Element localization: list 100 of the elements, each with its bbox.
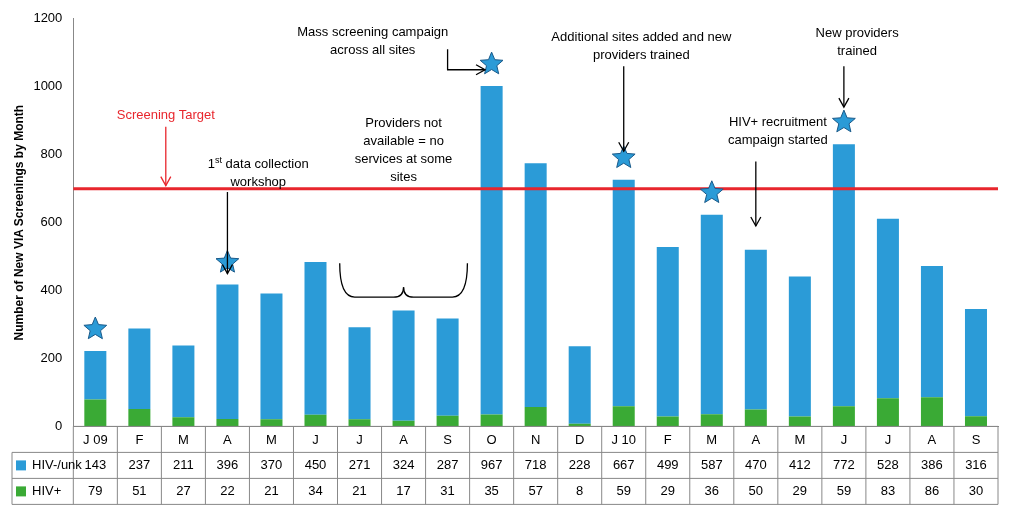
bar <box>744 409 767 427</box>
bar <box>788 416 811 427</box>
data-label: 29 <box>660 482 675 498</box>
data-label: 34 <box>308 482 323 498</box>
x-tick-label: A <box>223 431 233 447</box>
data-label: 587 <box>700 456 723 472</box>
data-label: 470 <box>744 456 767 472</box>
y-tick-label: 1000 <box>33 78 63 94</box>
bar <box>876 218 899 399</box>
data-label: 967 <box>480 456 503 472</box>
data-label: 59 <box>616 482 631 498</box>
x-tick-label: J <box>312 431 319 447</box>
bar <box>920 266 943 398</box>
data-label: 21 <box>264 482 279 498</box>
x-tick-label: A <box>927 431 937 447</box>
bar <box>964 416 987 427</box>
y-axis-title: Number of New VIA Screenings by Month <box>11 104 26 341</box>
data-label: 57 <box>528 482 543 498</box>
bar <box>172 345 195 418</box>
bar <box>84 399 107 427</box>
bar <box>260 419 283 427</box>
x-tick-label: A <box>399 431 409 447</box>
bar <box>524 407 547 427</box>
bar <box>128 409 151 427</box>
y-tick-label: 400 <box>40 282 63 298</box>
data-label: 8 <box>576 482 584 498</box>
bar <box>216 418 239 427</box>
x-tick-label: S <box>443 431 453 447</box>
bar <box>920 397 943 427</box>
annotation: Providers not available = no services at some sites <box>354 115 453 185</box>
bar <box>216 284 239 419</box>
data-label: 21 <box>352 482 367 498</box>
y-tick-label: 600 <box>40 214 63 230</box>
y-tick-label: 200 <box>40 350 63 366</box>
x-tick-label: J 09 <box>83 431 108 447</box>
x-tick-label: M <box>706 431 718 447</box>
bar <box>876 398 899 427</box>
x-tick-label: S <box>971 431 981 447</box>
data-label: 36 <box>704 482 720 498</box>
data-label: 386 <box>921 456 943 472</box>
x-tick-label: J <box>840 431 848 447</box>
data-label: 29 <box>792 482 808 498</box>
x-tick-label: J 10 <box>611 431 637 447</box>
x-tick-label: M <box>794 431 806 447</box>
x-tick-label: M <box>177 431 189 447</box>
data-label: 412 <box>789 456 811 472</box>
x-tick-label: M <box>266 431 277 447</box>
bar <box>700 214 723 415</box>
bar <box>656 247 679 417</box>
data-label: 143 <box>84 456 107 472</box>
bar <box>348 327 371 420</box>
data-label: 324 <box>392 456 415 472</box>
annotation: New providers trained <box>815 25 900 59</box>
bar <box>612 406 635 427</box>
data-label: 27 <box>176 482 191 498</box>
data-label: 35 <box>484 482 499 498</box>
bar <box>304 414 327 427</box>
y-tick-label: 0 <box>55 417 63 433</box>
bar <box>172 417 195 427</box>
x-tick-label: J <box>884 431 892 447</box>
data-label: 287 <box>436 456 459 472</box>
data-label: 31 <box>440 482 455 498</box>
bar <box>480 414 503 427</box>
data-label: 228 <box>568 456 591 472</box>
bar <box>568 346 591 424</box>
data-label: 237 <box>128 456 151 472</box>
data-label: 528 <box>877 456 899 472</box>
x-tick-label: A <box>751 431 761 447</box>
annotation: Mass screening campaign across all sites <box>297 23 449 57</box>
bar <box>744 249 767 410</box>
data-label: 499 <box>656 456 679 472</box>
bar <box>656 416 679 427</box>
bar <box>304 262 327 415</box>
bar <box>788 276 811 417</box>
data-label: 51 <box>132 482 147 498</box>
legend-label: HIV-/unk <box>32 456 83 472</box>
y-tick-label: 800 <box>40 146 63 162</box>
data-label: 59 <box>836 482 852 498</box>
bar <box>480 86 503 415</box>
data-label: 17 <box>396 482 411 498</box>
data-label: 30 <box>968 482 984 498</box>
annotation: HIV+ recruitment campaign started <box>727 113 828 147</box>
bar <box>392 310 415 421</box>
bar <box>612 179 635 407</box>
bar <box>964 308 987 417</box>
ref-line-label: Screening Target <box>116 106 216 122</box>
legend-label: HIV+ <box>32 482 62 498</box>
bar <box>832 406 855 427</box>
data-label: 83 <box>880 482 896 498</box>
x-tick-label: D <box>575 431 585 447</box>
data-label: 718 <box>524 456 547 472</box>
x-tick-label: J <box>356 431 363 447</box>
data-label: 22 <box>220 482 235 498</box>
data-label: 211 <box>173 456 194 472</box>
y-tick-label: 1200 <box>33 10 63 26</box>
data-label: 79 <box>88 482 103 498</box>
data-label: 370 <box>260 456 283 472</box>
x-tick-label: F <box>135 431 144 447</box>
bar <box>84 350 107 400</box>
data-label: 396 <box>216 456 239 472</box>
